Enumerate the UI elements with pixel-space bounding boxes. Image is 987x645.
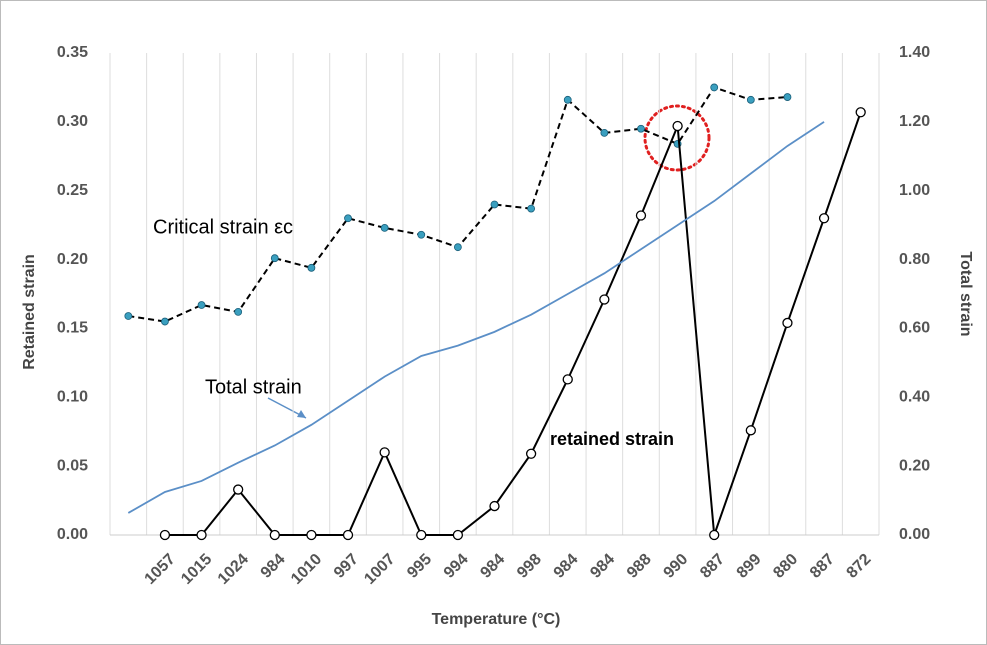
- series-label: retained strain: [550, 429, 674, 449]
- y-tick-label: 0.15: [57, 320, 88, 337]
- x-axis-title: Temperature (°C): [432, 611, 561, 628]
- point: [233, 484, 244, 495]
- point: [270, 254, 279, 263]
- point: [124, 312, 133, 320]
- point: [746, 95, 755, 104]
- point: [269, 529, 280, 541]
- point: [489, 500, 500, 512]
- point: [380, 223, 389, 232]
- point: [600, 128, 609, 137]
- point: [196, 529, 207, 541]
- point: [710, 83, 719, 92]
- point: [637, 124, 645, 133]
- point: [672, 120, 683, 132]
- point: [159, 529, 171, 541]
- point: [490, 200, 499, 209]
- y2-tick-label: 1.00: [899, 182, 930, 199]
- point: [745, 425, 756, 436]
- point: [709, 529, 720, 541]
- point: [416, 529, 427, 541]
- y2-tick-label: 0.60: [899, 320, 930, 337]
- y-tick-label: 0.00: [57, 526, 88, 543]
- series-label: Critical strain εc: [153, 216, 293, 238]
- annotation-arrowhead: [297, 410, 306, 418]
- y-tick-label: 0.30: [57, 113, 88, 130]
- point: [635, 210, 647, 221]
- point: [342, 529, 354, 541]
- y2-tick-label: 0.20: [899, 457, 930, 474]
- point: [527, 204, 536, 213]
- point: [562, 374, 573, 385]
- y-tick-label: 0.25: [57, 182, 88, 199]
- series-line: [164, 111, 862, 536]
- y2-tick-label: 0.00: [899, 526, 930, 543]
- point: [599, 294, 610, 305]
- point: [306, 529, 317, 541]
- series-label: Total strain: [205, 376, 302, 398]
- point: [307, 263, 316, 272]
- y-axis-title: Retained strain: [21, 254, 38, 370]
- highlight-circle: [643, 104, 711, 172]
- y-tick-label: 0.35: [57, 44, 88, 61]
- point: [379, 447, 390, 458]
- y-tick-label: 0.05: [57, 457, 88, 474]
- point: [197, 301, 206, 309]
- y2-tick-label: 0.40: [899, 389, 930, 406]
- point: [453, 243, 462, 252]
- point: [563, 95, 572, 104]
- point: [344, 214, 352, 223]
- point: [417, 230, 426, 239]
- point: [525, 448, 537, 459]
- y-tick-label: 0.20: [57, 251, 88, 268]
- point: [161, 317, 169, 326]
- y-tick-label: 0.10: [57, 389, 88, 406]
- point: [855, 107, 866, 118]
- point: [783, 93, 792, 101]
- y2-tick-label: 0.80: [899, 251, 930, 268]
- y2-tick-label: 1.40: [899, 44, 930, 61]
- point: [818, 213, 830, 224]
- y2-axis-title: Total strain: [957, 251, 974, 336]
- y2-tick-label: 1.20: [899, 113, 930, 130]
- point: [782, 317, 793, 329]
- point: [452, 529, 464, 541]
- point: [234, 308, 243, 316]
- series-line: [127, 121, 825, 514]
